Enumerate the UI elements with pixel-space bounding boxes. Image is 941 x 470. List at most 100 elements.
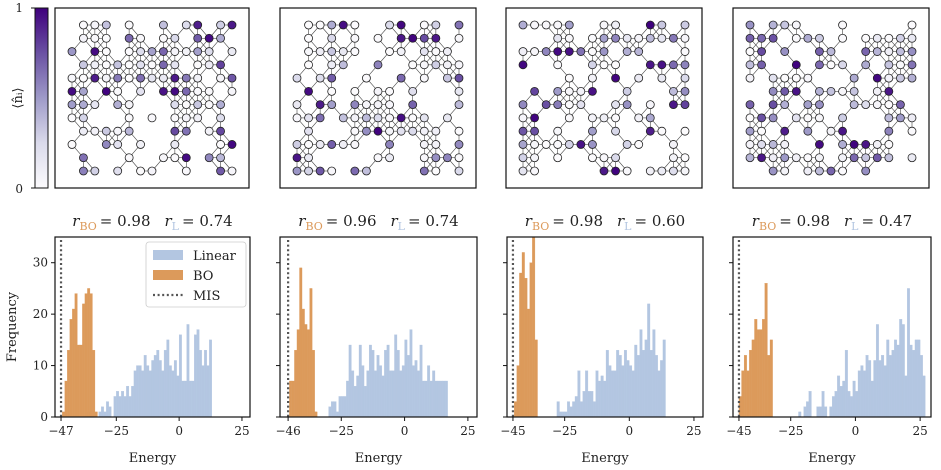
graph-node xyxy=(385,140,394,149)
bar-linear xyxy=(151,360,155,418)
graph-node xyxy=(90,33,100,43)
bar-bo xyxy=(82,303,86,418)
graph-node xyxy=(227,166,237,176)
graph-node xyxy=(826,166,836,176)
graph-node xyxy=(745,153,755,163)
graph-node xyxy=(159,60,168,70)
graph-node xyxy=(872,86,882,96)
graph-node xyxy=(159,153,168,163)
bar-linear xyxy=(178,334,182,418)
graph-node xyxy=(338,60,348,70)
graph-node xyxy=(872,33,882,43)
graph-node xyxy=(113,100,123,110)
graph-node xyxy=(907,20,917,30)
graph-node xyxy=(79,113,88,123)
bar-linear xyxy=(429,380,433,418)
x-tick-label: 25 xyxy=(234,424,249,438)
graph-node xyxy=(553,140,563,149)
graph-node xyxy=(227,73,237,83)
graph-node xyxy=(204,47,214,56)
graph-node xyxy=(768,166,778,176)
bar-bo xyxy=(84,293,88,418)
bar-linear xyxy=(834,391,838,418)
bar-linear xyxy=(559,411,563,418)
legend-label-linear: Linear xyxy=(193,249,237,264)
bar-linear xyxy=(419,344,423,418)
graph-node xyxy=(884,86,894,96)
graph-panel xyxy=(54,7,250,189)
graph-node xyxy=(757,126,766,136)
graph-node xyxy=(518,140,528,149)
bar-bo xyxy=(87,288,91,418)
graph-node xyxy=(645,33,655,43)
graph-node xyxy=(896,73,905,83)
graph-node xyxy=(861,140,871,149)
graph-node xyxy=(622,100,632,110)
bar-linear xyxy=(605,349,609,418)
graph-panel xyxy=(279,7,477,189)
bar-bo xyxy=(532,236,536,418)
bar-bo xyxy=(309,288,313,418)
bar-bo xyxy=(764,283,768,418)
graph-node xyxy=(90,73,100,83)
graph-node xyxy=(669,86,678,96)
bar-linear xyxy=(567,401,570,418)
graph-node xyxy=(216,100,225,110)
bar-linear xyxy=(608,365,612,418)
r-symbol: r xyxy=(844,212,852,230)
graph-node xyxy=(599,153,609,163)
graph-node xyxy=(159,47,168,56)
bar-linear xyxy=(427,365,431,418)
bar-linear xyxy=(865,355,869,418)
graph-node xyxy=(611,73,620,83)
graph-node xyxy=(896,100,905,110)
graph-node xyxy=(408,33,418,43)
graph-node xyxy=(204,153,214,163)
bar-linear xyxy=(842,380,846,418)
graph-node xyxy=(669,140,678,149)
bar-linear xyxy=(798,411,802,418)
graph-node xyxy=(454,153,464,163)
bar-linear xyxy=(649,349,653,418)
bar-linear xyxy=(870,380,874,418)
bar-linear xyxy=(356,375,360,418)
graph-node xyxy=(124,100,134,110)
colorbar-label: ⟨n̂ᵢ⟩ xyxy=(11,87,26,108)
bar-linear xyxy=(857,370,861,418)
graph-node xyxy=(896,60,905,70)
bar-linear xyxy=(98,411,102,418)
bar-linear xyxy=(194,334,197,418)
bar-linear xyxy=(629,365,633,418)
graph-node xyxy=(292,140,302,149)
graph-node xyxy=(327,33,337,43)
bo-subscript: BO xyxy=(759,220,776,233)
graph-node xyxy=(147,166,157,176)
graph-node xyxy=(530,153,539,163)
graph-node xyxy=(815,140,824,149)
graph-node xyxy=(680,166,690,176)
graph-node xyxy=(101,33,111,43)
bar-bo xyxy=(314,411,318,418)
graph-node xyxy=(193,86,203,96)
graph-node xyxy=(338,140,348,149)
bar-linear xyxy=(401,365,405,418)
x-axis-label: Energy xyxy=(355,451,403,466)
graph-node xyxy=(884,140,894,149)
graph-node xyxy=(227,86,237,96)
bar-linear xyxy=(143,355,147,418)
bar-linear xyxy=(598,380,602,418)
bar-linear xyxy=(404,339,408,418)
bo-correlation-value: = 0.98 xyxy=(100,212,151,230)
graph-node xyxy=(124,126,134,136)
graph-node xyxy=(680,126,690,136)
linear-correlation-value: = 0.47 xyxy=(861,212,912,230)
legend-label-mis: MIS xyxy=(193,289,220,304)
graph-node xyxy=(170,60,180,70)
graph-node xyxy=(159,73,168,83)
graph-node xyxy=(396,126,406,136)
x-axis-label: Energy xyxy=(581,451,629,466)
bar-linear xyxy=(166,339,170,418)
bar-bo xyxy=(762,319,765,418)
graph-node xyxy=(385,113,394,123)
r-symbol: r xyxy=(391,212,399,230)
